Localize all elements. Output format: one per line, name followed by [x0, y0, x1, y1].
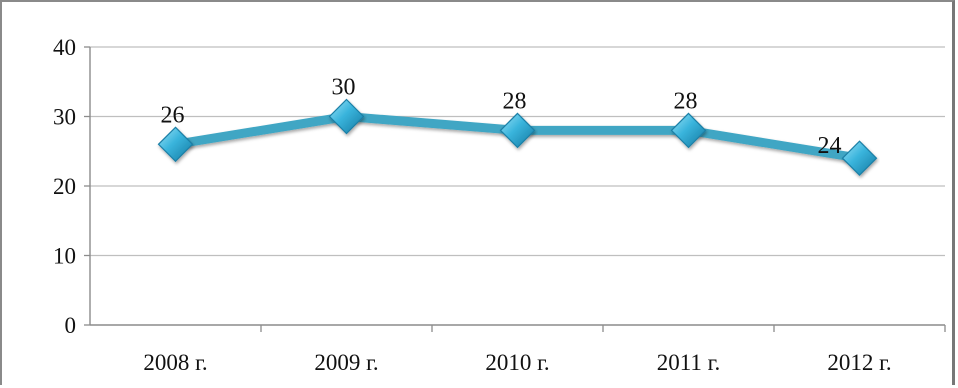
y-tick-label: 30 [53, 105, 76, 130]
data-point-marker [670, 112, 707, 149]
data-point-marker [328, 98, 365, 135]
x-tick-label: 2010 г. [485, 350, 549, 375]
data-label: 30 [332, 75, 356, 101]
x-tick-label: 2012 г. [827, 350, 891, 375]
y-tick-label: 40 [53, 35, 76, 60]
y-tick-label: 10 [53, 244, 76, 269]
data-label: 24 [818, 133, 842, 159]
data-label: 28 [674, 88, 698, 114]
data-label: 28 [503, 88, 527, 114]
x-tick-label: 2009 г. [314, 350, 378, 375]
data-label: 26 [161, 102, 185, 128]
data-point-marker [157, 126, 194, 163]
y-tick-label: 0 [65, 313, 77, 338]
y-tick-label: 20 [53, 174, 76, 199]
data-point-marker [499, 112, 536, 149]
x-tick-label: 2008 г. [143, 350, 207, 375]
data-point-marker [841, 140, 878, 177]
x-tick-label: 2011 г. [657, 350, 721, 375]
